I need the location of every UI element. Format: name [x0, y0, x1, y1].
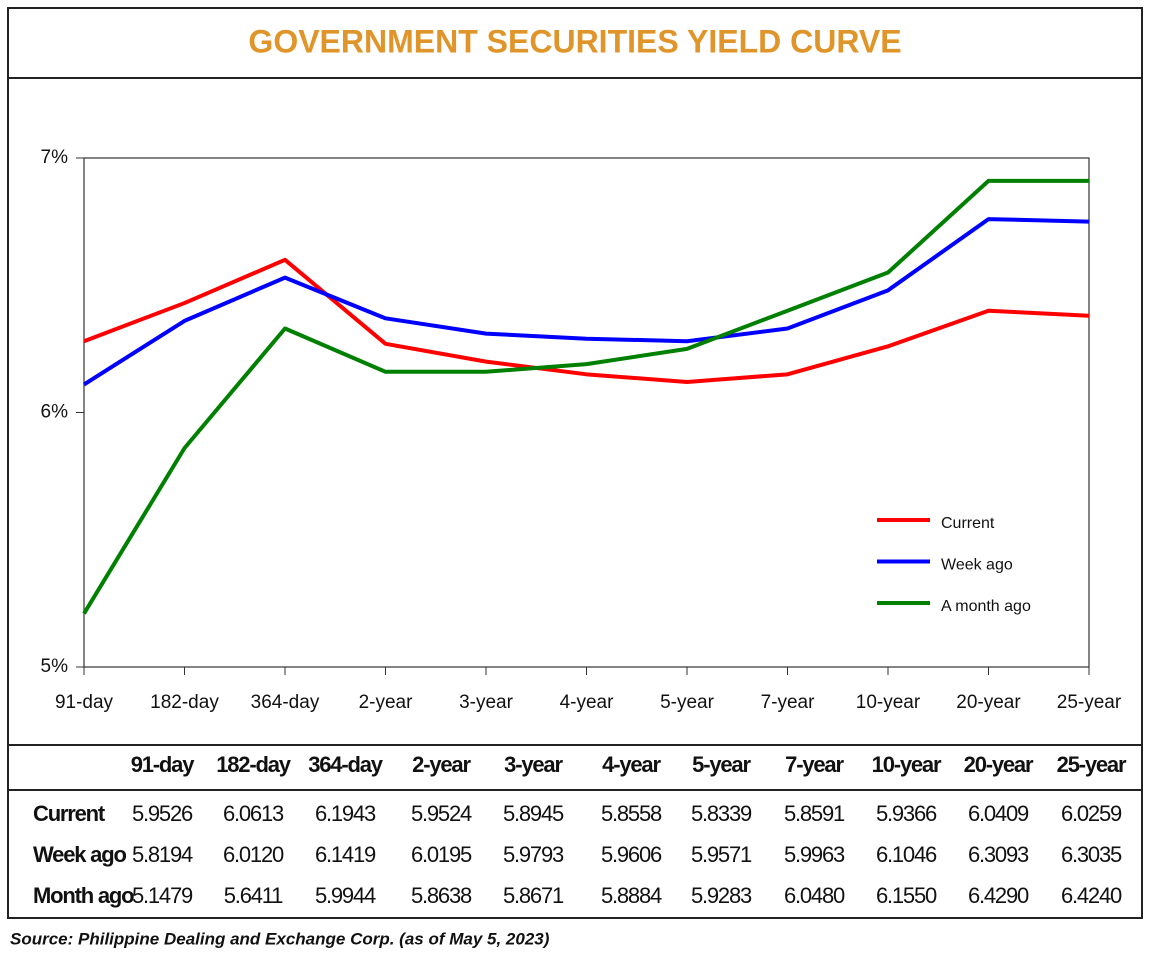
table-header: 25-year [1057, 752, 1127, 777]
row-label: Month ago [33, 883, 134, 908]
table-cell: 5.1479 [132, 883, 193, 908]
table-cell: 6.0613 [223, 801, 284, 826]
table-cell: 5.8591 [784, 801, 845, 826]
x-tick-label: 20-year [956, 692, 1021, 713]
row-label: Current [33, 801, 106, 826]
series-line [82, 178, 1089, 615]
table-cell: 5.9963 [784, 842, 845, 867]
table-cell: 5.6411 [224, 883, 283, 908]
table-cell: 5.9526 [132, 801, 193, 826]
table-cell: 6.0409 [968, 801, 1029, 826]
source: Source: Philippine Dealing and Exchange … [10, 929, 550, 948]
series-line [83, 257, 1090, 384]
table-cell: 5.8671 [503, 883, 564, 908]
table-cell: 5.9366 [876, 801, 937, 826]
x-tick-label: 7-year [761, 692, 816, 713]
table-cell: 6.4240 [1061, 883, 1122, 908]
plot-area [83, 157, 1090, 668]
x-tick-label: 2-year [359, 692, 414, 713]
x-tick-label: 5-year [660, 692, 715, 713]
table-header: 91-day [131, 752, 195, 777]
table-cell: 6.1550 [876, 883, 937, 908]
table-cell: 5.9571 [691, 842, 752, 867]
x-tick-label: 3-year [459, 692, 514, 713]
table-cell: 6.0259 [1061, 801, 1122, 826]
table-cell: 5.8884 [601, 883, 662, 908]
table-cell: 5.8339 [691, 801, 752, 826]
table-header: 364-day [308, 752, 384, 777]
table-header: 3-year [504, 752, 563, 777]
table-header: 182-day [216, 752, 292, 777]
legend-label: A month ago [941, 598, 1031, 615]
table-cell: 5.9793 [503, 842, 564, 867]
table-header: 10-year [872, 752, 942, 777]
chart-title: GOVERNMENT SECURITIES YIELD CURVE [248, 23, 901, 59]
table-cell: 6.3035 [1061, 842, 1122, 867]
table-cell: 6.0480 [784, 883, 845, 908]
table-cell: 5.9283 [691, 883, 752, 908]
table-cell: 6.4290 [968, 883, 1029, 908]
x-tick-label: 182-day [150, 692, 219, 713]
x-tick-label: 10-year [856, 692, 921, 713]
table-cell: 6.1419 [315, 842, 376, 867]
table-cell: 5.8945 [503, 801, 564, 826]
table-cell: 5.8638 [411, 883, 472, 908]
y-tick-label: 6% [41, 402, 69, 423]
table-cell: 5.9606 [601, 842, 662, 867]
frame [7, 7, 1143, 919]
table-cell: 5.8194 [132, 842, 193, 867]
y-tick-label: 7% [41, 147, 69, 168]
y-tick-label: 5% [41, 656, 69, 677]
table-cell: 5.8558 [601, 801, 662, 826]
table-cell: 6.0195 [411, 842, 472, 867]
x-tick-label: 25-year [1057, 692, 1122, 713]
x-tick-label: 364-day [251, 692, 320, 713]
table-header: 4-year [602, 752, 661, 777]
table-cell: 6.0120 [223, 842, 284, 867]
x-tick-label: 4-year [560, 692, 615, 713]
table-cell: 5.9944 [315, 883, 376, 908]
table-header: 20-year [964, 752, 1034, 777]
table-cell: 6.1943 [315, 801, 376, 826]
table-cell: 6.3093 [968, 842, 1029, 867]
legend-label: Week ago [941, 557, 1013, 574]
legend-label: Current [941, 515, 995, 532]
x-tick-label: 91-day [55, 692, 114, 713]
table-header: 7-year [785, 752, 844, 777]
table-cell: 5.9524 [411, 801, 472, 826]
table-header: 5-year [692, 752, 751, 777]
table-cell: 6.1046 [876, 842, 937, 867]
table-header: 2-year [412, 752, 471, 777]
series-line [82, 217, 1090, 387]
row-label: Week ago [33, 842, 126, 867]
